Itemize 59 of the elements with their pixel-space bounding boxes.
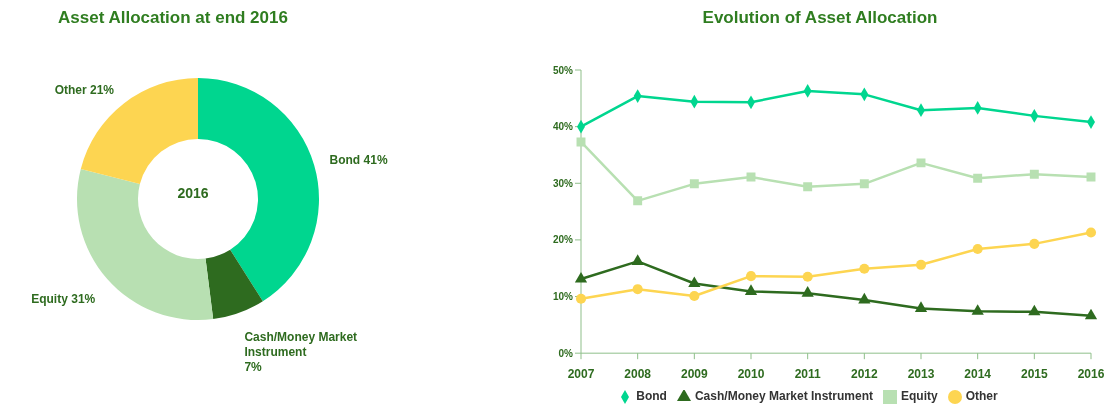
- y-tick-label: 10%: [552, 291, 574, 303]
- point: [1029, 238, 1040, 249]
- point: [688, 276, 701, 288]
- slice-label: Cash/Money Market Instrument: [244, 330, 358, 360]
- legend-label: Bond: [636, 389, 667, 404]
- point: [631, 254, 644, 265]
- point: [973, 173, 983, 183]
- point: [858, 292, 871, 304]
- point: [575, 293, 587, 304]
- chart-title: Evolution of Asset Allocation: [701, 8, 939, 28]
- point: [632, 284, 643, 295]
- point: [972, 243, 983, 254]
- point: [744, 284, 758, 295]
- point: [745, 271, 757, 282]
- point: [576, 137, 586, 147]
- point: [859, 263, 870, 274]
- x-tick-label: 2009: [680, 366, 708, 381]
- slice-label: Bond 41%: [329, 152, 388, 167]
- x-tick-label: 2007: [567, 366, 595, 381]
- point: [803, 182, 813, 192]
- point: [1084, 308, 1098, 320]
- point: [1029, 169, 1039, 179]
- point: [971, 304, 984, 315]
- x-tick-label: 2014: [964, 366, 992, 381]
- point: [1085, 227, 1097, 238]
- data-label: 7%: [244, 360, 263, 375]
- x-tick-label: 2011: [794, 366, 821, 381]
- y-tick-label: 0%: [558, 347, 574, 359]
- y-tick-label: 20%: [552, 234, 574, 246]
- point: [746, 172, 756, 182]
- text: 2016: [177, 184, 209, 201]
- point: [633, 196, 643, 206]
- point: [1086, 172, 1096, 182]
- point: [859, 179, 869, 189]
- point: [574, 271, 588, 283]
- chart-title: Asset Allocation at end 2016: [57, 8, 289, 28]
- x-tick-label: 2012: [850, 366, 878, 381]
- point: [916, 158, 926, 168]
- x-tick-label: 2016: [1077, 366, 1105, 381]
- x-tick-label: 2015: [1020, 366, 1048, 381]
- point: [801, 286, 814, 297]
- y-tick-label: 50%: [552, 64, 574, 76]
- x-tick-label: 2013: [907, 366, 935, 381]
- donut-slice: [205, 249, 263, 320]
- slice-label: Equity 31%: [31, 291, 96, 306]
- point: [689, 290, 700, 302]
- point: [1028, 304, 1041, 316]
- x-tick-label: 2008: [624, 366, 652, 381]
- point: [689, 179, 699, 189]
- x-tick-label: 2010: [737, 366, 765, 381]
- point: [914, 301, 928, 312]
- legend-label: Equity: [901, 389, 938, 404]
- y-tick-label: 40%: [552, 121, 574, 133]
- point: [915, 259, 927, 270]
- slice-label: Other 21%: [54, 82, 115, 97]
- y-tick-label: 30%: [552, 177, 574, 189]
- legend-label: Cash/Money Market Instrument: [694, 389, 873, 404]
- point: [802, 271, 813, 282]
- legend-label: Other: [965, 389, 998, 404]
